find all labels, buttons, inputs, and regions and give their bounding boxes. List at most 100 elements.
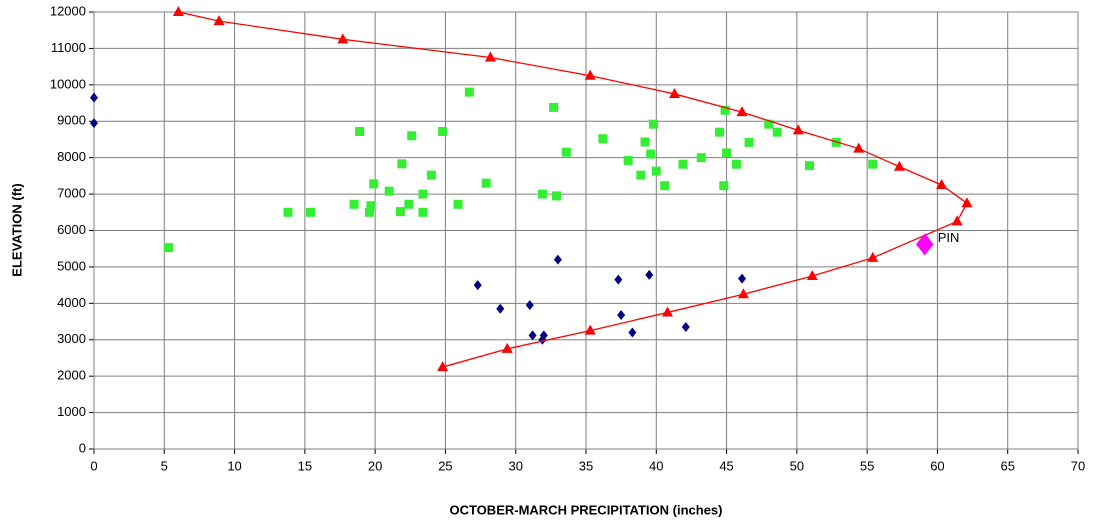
point [584,69,596,80]
point [737,288,749,299]
point [426,170,436,180]
point [538,334,547,345]
point [473,280,482,291]
point [731,159,741,169]
point [720,105,730,115]
point [936,178,948,189]
point [681,322,690,333]
point [645,269,654,280]
point [551,191,561,201]
point [696,153,706,163]
point [369,179,379,189]
series-line [178,11,968,368]
x-tick-label: 0 [90,458,97,473]
point [806,270,818,281]
point [893,160,905,171]
point [715,127,725,137]
point [553,254,562,265]
point [951,215,963,226]
x-tick-label: 5 [161,458,168,473]
point [366,201,376,211]
point [651,166,661,176]
point [640,137,650,147]
point [961,197,973,208]
point [172,6,184,16]
y-tick-label: 2000 [57,368,86,383]
point [418,207,428,217]
point [549,102,559,112]
x-tick-label: 45 [719,458,733,473]
x-tick-label: 60 [930,458,944,473]
point [853,142,865,153]
point [719,181,729,191]
y-tick-label: 1000 [57,404,86,419]
point [213,15,225,26]
point [584,324,596,335]
point [337,33,349,44]
y-tick-label: 11000 [51,40,86,55]
x-tick-label: 10 [227,458,241,473]
point [525,300,534,311]
point-label: PIN [938,230,960,245]
point [646,149,656,159]
y-tick-label: 5000 [57,258,86,273]
y-axis-title: ELEVATION (ft) [9,183,24,276]
point [648,119,658,129]
x-tick-label: 20 [368,458,382,473]
point [438,126,448,136]
point [453,199,463,209]
point [407,131,417,141]
point [404,199,414,209]
point [660,181,670,191]
point [915,233,934,256]
point [805,161,815,171]
point [496,303,505,314]
point [365,207,375,217]
x-tick-label: 65 [1000,458,1014,473]
point [662,306,674,317]
point [349,199,359,209]
y-tick-label: 8000 [57,149,86,164]
point [868,159,878,169]
x-tick-label: 40 [649,458,663,473]
point [867,251,879,262]
x-tick-label: 70 [1071,458,1085,473]
point [397,159,407,169]
point [528,330,537,341]
point [628,327,637,338]
y-tick-label: 9000 [57,113,86,128]
x-tick-label: 35 [579,458,593,473]
point [481,178,491,188]
point [772,127,782,137]
x-tick-label: 30 [508,458,522,473]
x-axis-title: OCTOBER-MARCH PRECIPITATION (inches) [449,502,722,517]
y-tick-label: 0 [79,440,86,455]
point [355,126,365,136]
point [437,361,449,372]
point [484,51,496,62]
point [561,147,571,157]
x-tick-label: 25 [438,458,452,473]
point [164,243,174,253]
point [614,274,623,285]
y-tick-label: 4000 [57,295,86,310]
y-tick-label: 3000 [57,331,86,346]
point [636,170,646,180]
point [501,342,513,353]
plot-border [93,11,1079,450]
point [395,207,405,217]
point [722,148,732,158]
point [283,207,293,217]
point [90,118,98,129]
point [90,92,98,103]
point [384,186,394,196]
point [792,124,804,135]
point [418,189,428,199]
point [764,119,774,129]
point [598,134,608,144]
point [305,207,315,217]
point [623,156,633,166]
point [537,189,547,199]
y-tick-label: 7000 [57,186,86,201]
